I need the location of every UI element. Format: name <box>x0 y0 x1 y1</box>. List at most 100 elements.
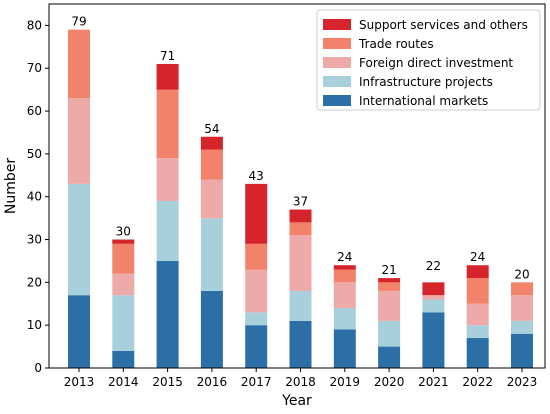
bar-segment-2013-series-4 <box>68 29 90 99</box>
x-tick-label: 2014 <box>108 375 139 389</box>
x-tick-label: 2021 <box>418 375 449 389</box>
bar-segment-2022-series-1 <box>466 338 489 368</box>
y-tick-label: 80 <box>27 18 42 32</box>
bar-segment-2016-series-5 <box>200 136 223 150</box>
bars-group <box>68 29 533 368</box>
bar-segment-2023-series-4 <box>511 282 533 296</box>
bar-total-label: 24 <box>470 250 485 264</box>
bar-total-label: 71 <box>160 49 175 63</box>
bar-segment-2023-series-3 <box>511 295 533 321</box>
bar-segment-2018-series-3 <box>289 235 312 291</box>
bar-segment-2021-series-5 <box>422 282 445 296</box>
plot-frame <box>48 3 546 369</box>
bar-total-label: 37 <box>293 195 308 209</box>
x-tick-label: 2015 <box>152 375 183 389</box>
y-tick-label: 50 <box>27 147 42 161</box>
bar-segment-2014-series-5 <box>112 239 135 244</box>
bar-total-label: 21 <box>381 263 396 277</box>
x-tick-label: 2019 <box>330 375 361 389</box>
bar-segment-2020-series-4 <box>378 282 401 291</box>
bar-segment-2019-series-4 <box>333 269 356 283</box>
axes-group <box>48 3 546 369</box>
legend-box <box>316 9 541 111</box>
bar-total-label: 79 <box>71 15 86 29</box>
bar-segment-2022-series-3 <box>466 303 489 326</box>
bar-segment-2015-series-1 <box>156 260 179 368</box>
bar-segment-2018-series-2 <box>289 290 312 321</box>
bar-segment-2020-series-3 <box>378 290 401 321</box>
bar-segment-2017-series-3 <box>245 269 268 313</box>
bar-segment-2017-series-2 <box>245 312 268 326</box>
bar-totals-group: 79 30 71 54 43 37 24 21 22 24 20 <box>71 15 529 282</box>
y-tick-label: 10 <box>27 318 42 332</box>
y-tick-label: 40 <box>27 190 42 204</box>
x-ticks-group: 2013 2014 2015 2016 2017 2018 2019 2020 2021 2022… <box>64 368 538 389</box>
bar-segment-2021-series-2 <box>422 299 445 313</box>
bar-total-label: 20 <box>514 267 529 281</box>
legend-swatch <box>323 76 351 87</box>
bar-segment-2016-series-1 <box>200 290 223 368</box>
bar-segment-2023-series-2 <box>511 320 533 334</box>
bar-segment-2018-series-1 <box>289 320 312 368</box>
bar-segment-2019-series-1 <box>333 329 356 368</box>
legend-label: Infrastructure projects <box>359 75 493 89</box>
bar-segment-2014-series-2 <box>112 295 135 351</box>
y-tick-label: 0 <box>34 361 42 375</box>
y-tick-label: 60 <box>27 104 42 118</box>
bar-segment-2015-series-2 <box>156 200 179 261</box>
bar-total-label: 54 <box>204 122 219 136</box>
bar-segment-2016-series-3 <box>200 179 223 219</box>
legend-swatch <box>323 38 351 49</box>
y-tick-label: 70 <box>27 61 42 75</box>
bar-segment-2015-series-5 <box>156 63 179 90</box>
x-tick-label: 2016 <box>197 375 228 389</box>
x-tick-label: 2013 <box>64 375 95 389</box>
bar-segment-2022-series-4 <box>466 278 489 304</box>
bar-segment-2022-series-5 <box>466 265 489 279</box>
bar-segment-2016-series-2 <box>200 218 223 291</box>
bar-segment-2017-series-4 <box>245 243 268 270</box>
bar-segment-2022-series-2 <box>466 325 489 339</box>
bar-segment-2018-series-5 <box>289 209 312 223</box>
x-axis-label: Year <box>281 393 312 409</box>
x-tick-label: 2022 <box>462 375 493 389</box>
bar-segment-2017-series-1 <box>245 325 268 368</box>
bar-segment-2021-series-3 <box>422 295 445 300</box>
bar-segment-2016-series-4 <box>200 149 223 180</box>
y-ticks-group: 0 10 20 30 40 50 60 70 80 <box>27 18 49 375</box>
legend-swatch <box>323 57 351 68</box>
legend: Support services and others Trade routes F… <box>316 9 541 111</box>
legend-label: Trade routes <box>358 37 434 51</box>
bar-segment-2013-series-1 <box>68 295 90 368</box>
bar-segment-2014-series-4 <box>112 243 135 274</box>
bar-segment-2021-series-1 <box>422 312 445 368</box>
x-tick-label: 2020 <box>374 375 405 389</box>
y-tick-label: 30 <box>27 233 42 247</box>
bar-segment-2013-series-3 <box>68 98 90 184</box>
x-tick-label: 2023 <box>507 375 538 389</box>
bar-segment-2017-series-5 <box>245 183 268 244</box>
bar-segment-2015-series-3 <box>156 158 179 201</box>
bar-segment-2019-series-5 <box>333 265 356 270</box>
bar-segment-2015-series-4 <box>156 89 179 159</box>
x-tick-label: 2018 <box>285 375 316 389</box>
bar-segment-2019-series-3 <box>333 282 356 309</box>
bar-segment-2020-series-2 <box>378 320 401 347</box>
legend-swatch <box>323 95 351 106</box>
bar-segment-2023-series-1 <box>511 333 533 368</box>
bar-total-label: 24 <box>337 250 352 264</box>
bar-segment-2020-series-1 <box>378 346 401 368</box>
y-axis-label: Number <box>3 158 19 214</box>
bar-total-label: 22 <box>426 259 441 273</box>
bar-segment-2014-series-1 <box>112 350 135 368</box>
bar-segment-2020-series-5 <box>378 278 401 283</box>
legend-swatch <box>323 19 351 30</box>
x-tick-label: 2017 <box>241 375 272 389</box>
legend-label: Foreign direct investment <box>359 56 513 70</box>
bar-segment-2018-series-4 <box>289 222 312 236</box>
legend-label: International markets <box>359 94 488 108</box>
y-tick-label: 20 <box>27 275 42 289</box>
bar-total-label: 30 <box>116 225 131 239</box>
